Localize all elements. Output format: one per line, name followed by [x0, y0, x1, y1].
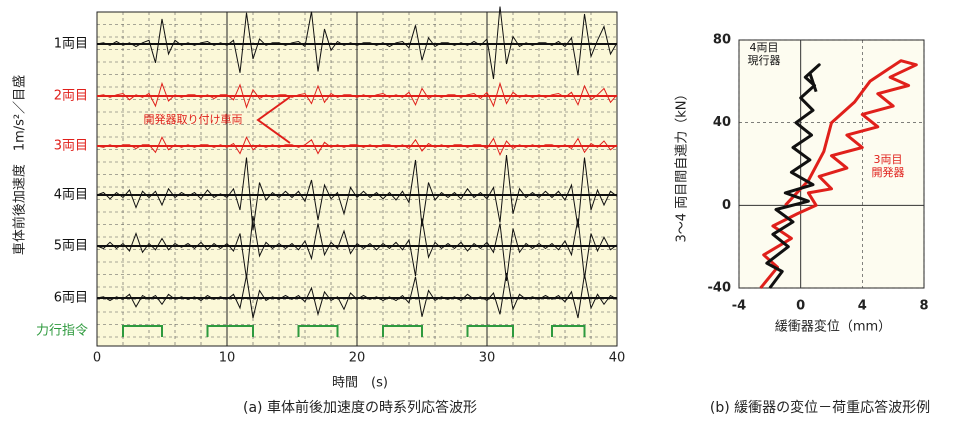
- command-pulse: [382, 325, 423, 337]
- x-tick-label: -4: [732, 299, 746, 314]
- command-pulse: [206, 325, 254, 337]
- y-tick-label: 40: [713, 115, 731, 130]
- y-tick-label: 80: [713, 33, 731, 48]
- waveform-line: [96, 272, 618, 319]
- response-line: [765, 63, 821, 289]
- series-label: 1両目: [54, 37, 88, 52]
- waveform-line: [96, 215, 618, 282]
- series-label: 3両目開発器: [872, 153, 905, 179]
- x-tick-label: 20: [349, 351, 366, 366]
- x-axis-title: 時間 (s): [332, 376, 388, 391]
- plot-area-b: [738, 39, 925, 289]
- command-label: 力行指令: [36, 324, 88, 339]
- waveform-line: [96, 81, 618, 109]
- y-axis-title: 3～4 両目間自連力（kN）: [675, 88, 690, 243]
- x-tick-label: 10: [219, 351, 236, 366]
- response-line: [759, 59, 918, 289]
- caption: (a) 車体前後加速度の時系列応答波形: [243, 399, 477, 416]
- waveform-line: [96, 154, 618, 231]
- command-pulse: [297, 325, 339, 337]
- x-tick-label: 30: [479, 351, 496, 366]
- series-label: 4両目: [54, 188, 88, 203]
- y-tick-label: 0: [722, 198, 731, 213]
- series-label: 2両目: [54, 89, 88, 104]
- y-axis-title: 車体前後加速度 1m/s²／目盛: [12, 75, 28, 255]
- waveform-line: [96, 6, 618, 80]
- x-tick-label: 4: [858, 299, 867, 314]
- series-label: 5両目: [54, 239, 88, 254]
- waveform-line: [96, 136, 618, 157]
- series-label: 4両目現行器: [748, 41, 781, 67]
- x-axis-title: 緩衝器変位（mm）: [775, 319, 891, 335]
- x-tick-label: 0: [93, 351, 101, 366]
- x-tick-label: 0: [796, 299, 805, 314]
- command-pulse: [551, 325, 586, 337]
- command-pulse: [122, 325, 163, 337]
- caption: (b) 緩衝器の変位－荷重応答波形例: [710, 399, 930, 416]
- command-pulse: [466, 325, 514, 337]
- series-label: 6両目: [54, 291, 88, 306]
- y-tick-label: -40: [708, 281, 732, 296]
- series-label: 3両目: [54, 139, 88, 154]
- x-tick-label: 40: [609, 351, 626, 366]
- annotation: 開発器取り付け車両: [144, 112, 243, 126]
- annotation-arrow: [256, 96, 291, 144]
- x-tick-label: 8: [919, 299, 928, 314]
